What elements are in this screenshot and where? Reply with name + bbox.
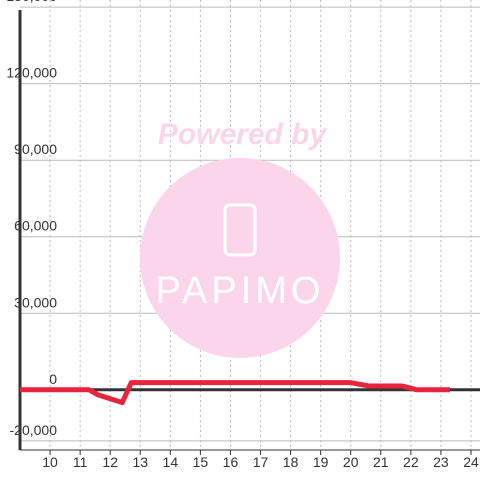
watermark-logo: PAPIMO <box>156 270 325 312</box>
y-tick-label: 30,000 <box>14 294 57 310</box>
watermark: Powered by PAPIMO <box>140 118 340 358</box>
y-tick-label: -20,000 <box>10 422 58 438</box>
data-line <box>20 380 450 406</box>
x-tick-label: 16 <box>223 454 239 470</box>
y-tick-label: 0 <box>49 371 57 387</box>
watermark-circle <box>140 158 340 358</box>
y-tick-label: 120,000 <box>6 65 57 81</box>
x-tick-label: 18 <box>283 454 299 470</box>
x-tick-label: 23 <box>433 454 449 470</box>
x-tick-label: 20 <box>343 454 359 470</box>
x-tick-label: 14 <box>163 454 179 470</box>
watermark-icon <box>223 203 257 257</box>
x-tick-label: 15 <box>193 454 209 470</box>
x-tick-label: 24 <box>463 454 479 470</box>
y-tick-label: 90,000 <box>14 141 57 157</box>
x-tick-label: 10 <box>42 454 58 470</box>
x-tick-label: 17 <box>253 454 269 470</box>
x-tick-label: 13 <box>132 454 148 470</box>
y-tick-label: 150,000 <box>6 0 57 4</box>
x-tick-label: 19 <box>313 454 329 470</box>
x-tick-label: 11 <box>73 454 88 470</box>
x-tick-label: 12 <box>102 454 118 470</box>
y-tick-label: 60,000 <box>14 218 57 234</box>
watermark-text: Powered by <box>158 118 328 151</box>
x-tick-label: 21 <box>373 454 389 470</box>
x-tick-label: 22 <box>403 454 419 470</box>
